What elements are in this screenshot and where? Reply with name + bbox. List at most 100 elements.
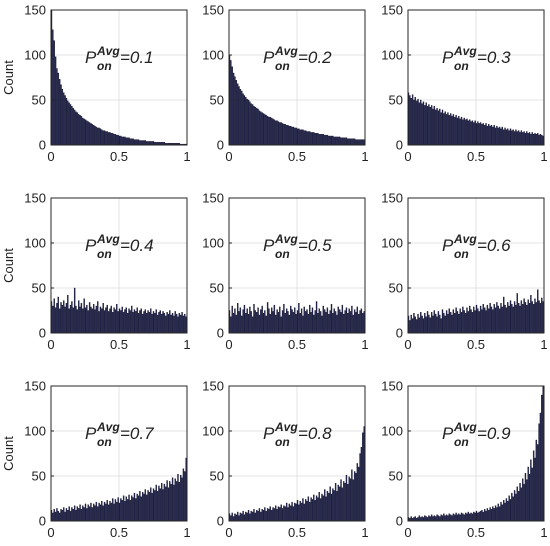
- histogram-bar: [165, 486, 167, 522]
- histogram-bar: [284, 506, 286, 522]
- histogram-bar: [76, 112, 79, 146]
- histogram-bar: [264, 310, 266, 334]
- histogram-bar: [171, 477, 174, 522]
- histogram-bar: [319, 311, 322, 334]
- histogram-bar: [330, 493, 333, 522]
- histogram-bar: [294, 127, 296, 146]
- annotation-subscript: on: [454, 247, 469, 261]
- histogram-bar: [437, 311, 440, 334]
- histogram-bar: [144, 489, 147, 522]
- histogram-bar: [358, 313, 360, 334]
- histogram-bar: [136, 139, 138, 146]
- histogram-bar: [63, 300, 65, 334]
- histogram-bar: [65, 303, 68, 334]
- histogram-bar: [143, 311, 145, 334]
- histogram-bar: [307, 496, 310, 522]
- histogram-bar: [281, 310, 284, 334]
- histogram-bar: [133, 139, 136, 146]
- annotation-value: =0.6: [477, 236, 511, 255]
- annotation-subscript: on: [97, 247, 112, 261]
- histogram-bar: [448, 513, 450, 522]
- histogram-bar: [155, 309, 157, 334]
- histogram-bar: [332, 313, 334, 334]
- histogram-bar: [173, 484, 175, 522]
- histogram-bar: [328, 492, 330, 522]
- histogram-bar: [471, 312, 474, 334]
- histogram-bar: [90, 306, 92, 334]
- histogram-bar: [306, 309, 308, 334]
- histogram-bar: [307, 131, 310, 146]
- y-tick-label: 0: [39, 326, 46, 341]
- histogram-bar: [120, 310, 122, 334]
- histogram-bar: [128, 494, 130, 522]
- histogram-bar: [154, 313, 156, 334]
- histogram-bar: [52, 512, 54, 522]
- histogram-bar: [522, 132, 524, 146]
- histogram-bar: [243, 95, 246, 146]
- histogram-bar: [334, 311, 337, 334]
- histogram-bar: [449, 514, 452, 522]
- histogram-bar: [410, 516, 412, 522]
- histogram-bar: [276, 509, 278, 522]
- histogram-bar: [131, 495, 133, 522]
- histogram-bar: [247, 99, 250, 146]
- histogram-bar: [279, 507, 281, 522]
- histogram-bar: [242, 93, 244, 146]
- histogram-bar: [482, 304, 484, 334]
- histogram-bar: [513, 301, 516, 334]
- histogram-bar: [268, 116, 270, 146]
- histogram-bar: [124, 309, 126, 334]
- histogram-bar: [90, 123, 92, 146]
- histogram-bar: [489, 303, 491, 334]
- histogram-bar: [269, 506, 271, 522]
- histogram-bar: [133, 492, 136, 522]
- histogram-bar: [481, 510, 483, 522]
- histogram-bar: [330, 304, 333, 334]
- histogram-bar: [360, 447, 363, 522]
- histogram-bar: [530, 459, 532, 522]
- histogram-bar: [414, 316, 416, 334]
- histogram-bar: [430, 312, 433, 334]
- histogram-bar: [102, 303, 104, 334]
- histogram-bar: [435, 313, 437, 334]
- histogram-bar: [82, 505, 84, 522]
- annotation-base: P: [442, 48, 454, 67]
- histogram-bar: [171, 313, 174, 334]
- x-tick-label: 0.5: [288, 337, 306, 352]
- annotation-value: =0.5: [298, 236, 332, 255]
- histogram-bar: [348, 138, 350, 146]
- histogram-bar: [532, 304, 535, 334]
- histogram-bar: [101, 308, 103, 334]
- histogram-bar: [299, 313, 301, 334]
- annotation-superscript: Avg: [274, 232, 298, 246]
- histogram-bar: [52, 305, 54, 334]
- histogram-bar: [238, 515, 240, 522]
- histogram-bar: [458, 313, 460, 334]
- histogram-bar: [292, 506, 295, 522]
- histogram-bar: [409, 95, 411, 146]
- histogram-bar: [515, 304, 517, 334]
- histogram-bar: [260, 511, 262, 522]
- histogram-bar: [527, 466, 529, 522]
- histogram-bar: [167, 487, 170, 522]
- histogram-bar: [311, 499, 314, 522]
- annotation-value: =0.1: [120, 48, 154, 67]
- histogram-bar: [261, 509, 263, 522]
- histogram-bar: [413, 99, 415, 146]
- histogram-bar: [272, 118, 274, 146]
- histogram-bar: [266, 302, 269, 334]
- y-tick-label: 150: [24, 191, 46, 206]
- histogram-bar: [257, 108, 259, 146]
- histogram-bar: [133, 309, 136, 334]
- histogram-bar: [433, 310, 436, 334]
- histogram-bar: [75, 305, 77, 334]
- histogram-bar: [160, 313, 163, 334]
- histogram-bar: [311, 307, 314, 334]
- histogram-bar: [523, 483, 525, 522]
- histogram-bar: [129, 500, 132, 522]
- histogram-bar: [275, 505, 277, 522]
- histogram-bar: [314, 500, 316, 522]
- y-tick-label: 0: [39, 514, 46, 529]
- histogram-bar: [125, 496, 127, 522]
